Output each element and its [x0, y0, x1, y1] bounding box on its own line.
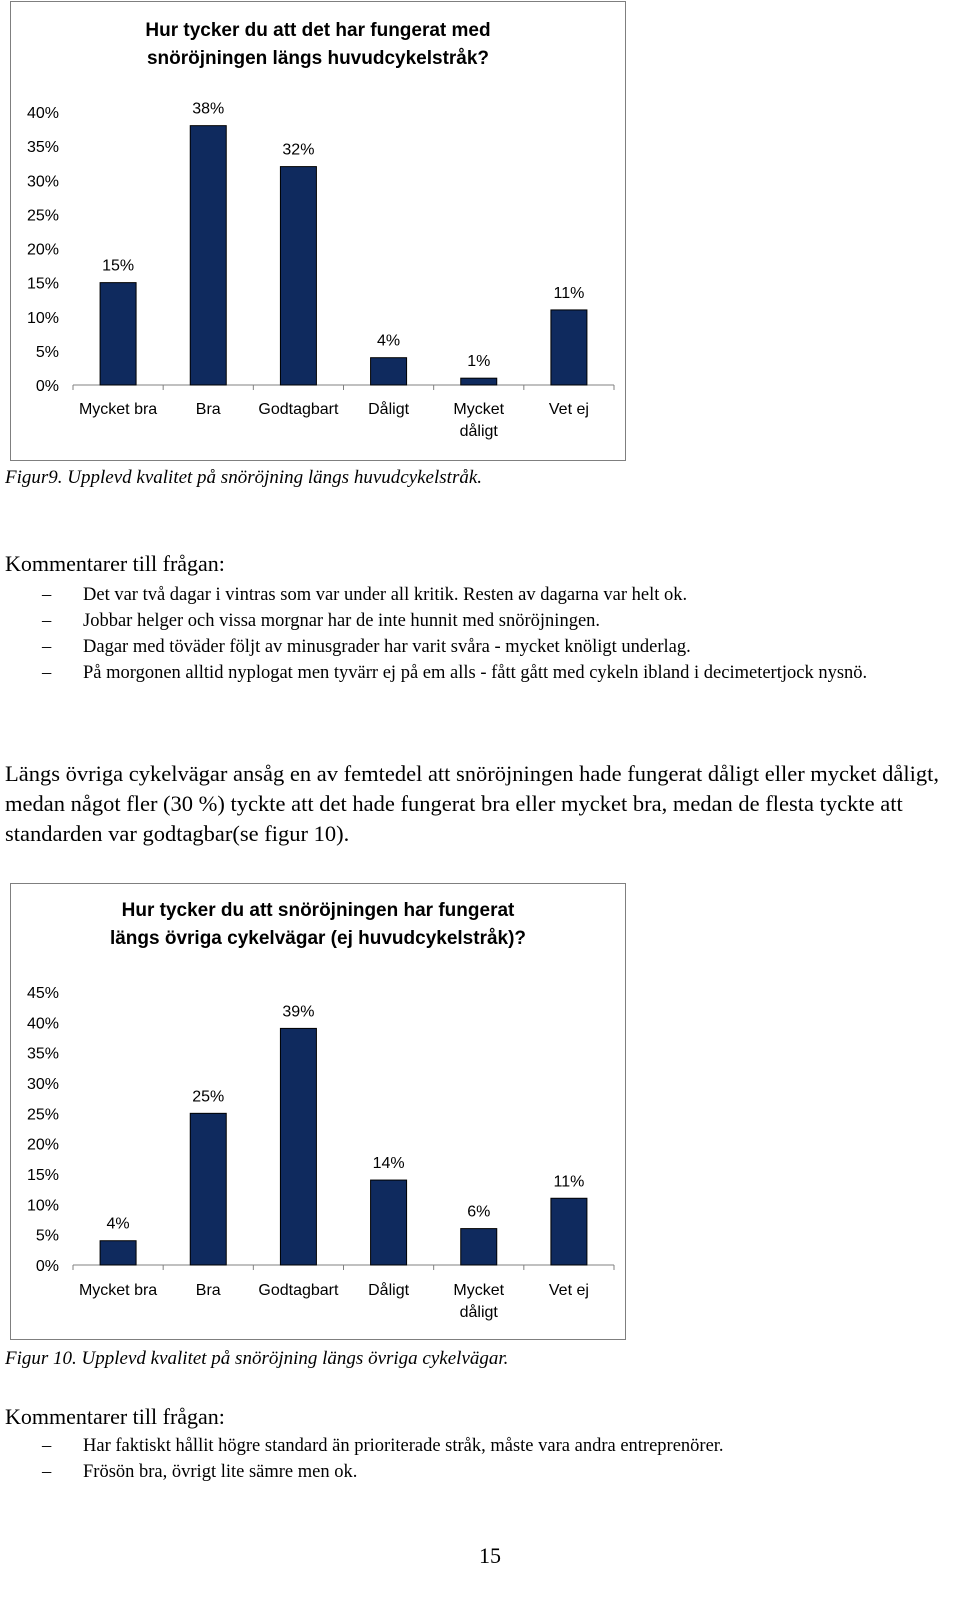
bar-3 — [279, 166, 317, 386]
comment-item: – Frösön bra, övrigt lite sämre men ok. — [0, 1459, 950, 1485]
category-label: Mycket — [453, 1282, 504, 1299]
category-label: Godtagbart — [258, 1282, 339, 1299]
y-tick-label: 25% — [27, 207, 59, 224]
y-tick-label: 0% — [36, 378, 59, 395]
chart-1-title-line-2: snöröjningen längs huvudcykelstråk? — [146, 48, 490, 69]
comment-text: Det var två dagar i vintras som var unde… — [83, 585, 688, 605]
y-tick-label: 35% — [27, 1046, 59, 1063]
comment-item: – På morgonen alltid nyplogat men tyvärr … — [0, 660, 950, 686]
y-tick-label: 40% — [27, 1015, 59, 1032]
category-label: Vet ej — [549, 401, 589, 418]
y-tick-label: 20% — [27, 1137, 59, 1154]
y-tick-label: 25% — [27, 1106, 59, 1123]
y-tick-label: 10% — [27, 1197, 59, 1214]
data-label: 11% — [553, 1173, 584, 1190]
chart-2-title-line-1: Hur tycker du att snöröjningen har funge… — [121, 900, 515, 921]
y-tick-label: 15% — [27, 1167, 59, 1184]
category-label: Godtagbart — [258, 401, 339, 418]
data-label: 25% — [192, 1088, 224, 1105]
comment-text: Frösön bra, övrigt lite sämre men ok. — [83, 1462, 358, 1482]
bar-6 — [550, 309, 588, 386]
category-label: Mycket bra — [79, 1282, 157, 1299]
category-label: dåligt — [460, 1303, 499, 1321]
y-tick-label: 35% — [27, 139, 59, 156]
data-label: 32% — [282, 142, 314, 159]
chart-2-title-line-2: längs övriga cykelvägar (ej huvudcykelst… — [109, 928, 527, 949]
comment-item: – Dagar med töväder följt av minusgrader … — [0, 634, 950, 660]
category-label: Mycket — [453, 401, 504, 418]
bar-6 — [550, 1197, 588, 1266]
category-label: Bra — [196, 401, 221, 418]
data-label: 4% — [107, 1216, 130, 1233]
comments-heading-2: Kommentarer till frågan: — [5, 1404, 225, 1429]
comment-text: Dagar med töväder följt av minusgrader h… — [83, 637, 691, 657]
y-tick-label: 5% — [36, 344, 59, 361]
bar-4 — [370, 357, 408, 386]
dash-marker: – — [42, 585, 52, 605]
comment-item: – Har faktiskt hållit högre standard än p… — [0, 1433, 950, 1459]
y-tick-label: 5% — [36, 1228, 59, 1245]
page-number: 15 — [479, 1543, 501, 1568]
comment-item: – Det var två dagar i vintras som var und… — [0, 582, 950, 608]
figure-10-caption: Figur 10. Upplevd kvalitet på snöröjning… — [5, 1348, 509, 1369]
data-label: 14% — [373, 1155, 405, 1172]
category-label: Mycket bra — [79, 401, 157, 418]
data-label: 1% — [467, 353, 490, 370]
dash-marker: – — [42, 663, 52, 683]
bar-1 — [99, 1240, 137, 1266]
comment-item: – Jobbar helger och vissa morgnar har de … — [0, 608, 950, 634]
y-tick-label: 30% — [27, 173, 59, 190]
data-label: 39% — [282, 1003, 314, 1020]
y-tick-label: 15% — [27, 276, 59, 293]
dash-marker: – — [42, 1436, 52, 1456]
comments-list-2: – Har faktiskt hållit högre standard än p… — [0, 1433, 950, 1485]
dash-marker: – — [42, 611, 52, 631]
data-label: 38% — [192, 101, 224, 118]
chart-1-frame: Hur tycker du att det har fungerat med s… — [10, 1, 626, 461]
comment-text: På morgonen alltid nyplogat men tyvärr e… — [83, 663, 868, 683]
bar-3 — [279, 1027, 317, 1266]
bar-5 — [460, 1228, 498, 1266]
category-label: Dåligt — [368, 400, 409, 418]
dash-marker: – — [42, 1462, 52, 1482]
y-tick-label: 10% — [27, 310, 59, 327]
chart-1-title-line-1: Hur tycker du att det har fungerat med — [145, 20, 491, 41]
comments-list-1: – Det var två dagar i vintras som var und… — [0, 582, 950, 686]
body-paragraph: Längs övriga cykelvägar ansåg en av femt… — [5, 761, 940, 846]
category-label: Bra — [196, 1282, 221, 1299]
chart-1-title: Hur tycker du att det har fungerat med s… — [11, 17, 625, 73]
category-label: Dåligt — [368, 1281, 409, 1299]
data-label: 15% — [102, 258, 134, 275]
category-label: dåligt — [460, 422, 499, 440]
comment-text: Har faktiskt hållit högre standard än pr… — [83, 1436, 724, 1456]
chart-2-frame: Hur tycker du att snöröjningen har funge… — [10, 883, 626, 1340]
y-tick-label: 30% — [27, 1076, 59, 1093]
bar-1 — [99, 282, 137, 386]
bar-2 — [189, 1112, 227, 1266]
comment-text: Jobbar helger och vissa morgnar har de i… — [83, 611, 601, 631]
y-tick-label: 20% — [27, 242, 59, 259]
bar-2 — [189, 125, 227, 386]
data-label: 11% — [553, 285, 584, 302]
y-tick-label: 0% — [36, 1258, 59, 1275]
bar-4 — [370, 1179, 408, 1266]
dash-marker: – — [42, 637, 52, 657]
data-label: 4% — [377, 333, 400, 350]
bar-5 — [460, 377, 498, 386]
chart-2-title: Hur tycker du att snöröjningen har funge… — [11, 897, 625, 953]
comments-heading-1: Kommentarer till frågan: — [5, 551, 225, 576]
data-label: 6% — [467, 1204, 490, 1221]
figure-9-caption: Figur9. Upplevd kvalitet på snöröjning l… — [5, 467, 483, 488]
category-label: Vet ej — [549, 1282, 589, 1299]
chart-1-plot: 0% 5% 10% 15% 20% 25% 30% 35% 40% 15% Mycket bra 38… — [27, 101, 615, 440]
y-tick-label: 45% — [27, 985, 59, 1002]
chart-2-plot: 0% 5% 10% 15% 20% 25% 30% 35% 40% 45% 4% Mycket bra… — [27, 985, 615, 1321]
y-tick-label: 40% — [27, 105, 59, 122]
